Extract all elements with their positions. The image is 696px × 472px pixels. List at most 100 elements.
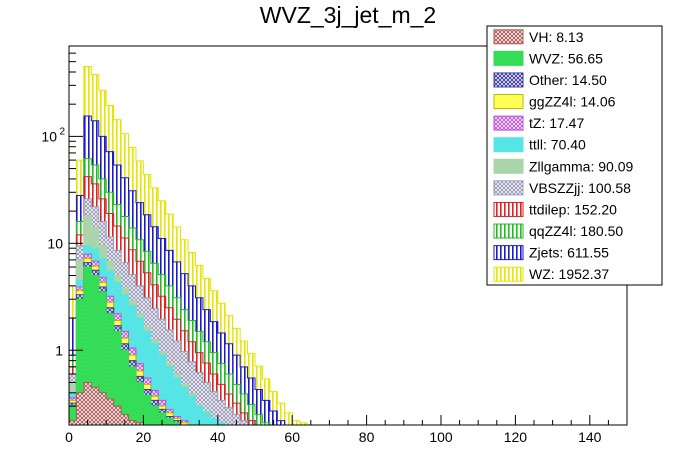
bar-VH-1 <box>69 420 77 425</box>
bar-WZ-57 <box>277 403 285 425</box>
legend-swatch <box>493 223 524 239</box>
bar-ttll-27 <box>165 366 174 425</box>
bar-VBSZZjj-37 <box>202 382 211 425</box>
legend-label: Zjets: 611.55 <box>529 245 609 261</box>
legend-label: WZ: 1952.37 <box>529 266 609 282</box>
outline-WZ <box>68 66 315 426</box>
bar-ttll-29 <box>173 378 181 425</box>
legend-entry-ttdilep: ttdilep: 152.20 <box>493 201 617 217</box>
bar-WVZ-9 <box>98 292 107 425</box>
bar-ttll-37 <box>202 412 211 425</box>
bar-WVZ-23 <box>150 406 159 425</box>
outline-ttdilep <box>68 176 315 426</box>
x-tick-label: 120 <box>504 429 528 445</box>
outline-Zjets <box>68 115 315 426</box>
legend-swatch <box>493 266 524 282</box>
y-tick-exponent: 2 <box>59 126 65 137</box>
bar-VBSZZjj-41 <box>217 400 226 425</box>
bar-VH-17 <box>128 420 136 425</box>
bar-VBSZZjj-45 <box>232 414 241 425</box>
bar-WVZ-1 <box>69 406 77 425</box>
bar-ttll-35 <box>195 406 203 425</box>
x-tick-label: 0 <box>65 429 73 445</box>
bar-WZ-59 <box>284 412 293 425</box>
bar-VBSZZjj-35 <box>195 372 203 425</box>
bar-WVZ-29 <box>173 422 181 425</box>
x-tick-label: 140 <box>578 429 602 445</box>
legend-swatch <box>493 245 524 261</box>
bar-VH-5 <box>83 382 92 425</box>
chart-title: WVZ_3j_jet_m_2 <box>259 2 437 28</box>
bar-ttdilep-45 <box>232 403 241 425</box>
legend-entry-ttll: ttll: 70.40 <box>493 137 586 153</box>
legend-entry-Zllgamma: Zllgamma: 90.09 <box>493 158 633 174</box>
bar-Zjets-49 <box>247 378 255 425</box>
outline-qqZZ4l <box>68 158 315 426</box>
series-WVZ <box>68 266 315 426</box>
bar-WVZ-19 <box>135 382 144 425</box>
bar-qqZZ4l-53 <box>262 422 270 425</box>
legend-label: WVZ: 56.65 <box>529 50 603 66</box>
bar-VH-3 <box>76 392 84 425</box>
bar-WVZ-17 <box>128 366 136 425</box>
legend-swatch <box>493 94 524 110</box>
legend-swatch <box>493 180 524 196</box>
legend-swatch <box>493 29 524 45</box>
bar-Zjets-53 <box>262 400 270 425</box>
legend-entry-WZ: WZ: 1952.37 <box>493 266 609 282</box>
bar-ttdilep-47 <box>240 412 248 425</box>
bar-Zjets-57 <box>277 420 285 425</box>
legend: VH: 8.13 WVZ: 56.65 Other: 14.50 ggZZ4l: 14… <box>486 25 663 286</box>
bar-qqZZ4l-47 <box>240 393 248 425</box>
bar-qqZZ4l-49 <box>247 404 255 425</box>
legend-label: VBSZZjj: 100.58 <box>529 180 631 196</box>
bar-Zjets-51 <box>255 389 263 425</box>
legend-label: qqZZ4l: 180.50 <box>529 223 623 239</box>
bar-WVZ-5 <box>83 267 92 425</box>
bar-VH-11 <box>106 399 114 425</box>
legend-entry-ggZZ4l: ggZZ4l: 14.06 <box>493 94 616 110</box>
bar-WVZ-11 <box>106 313 114 425</box>
bar-ttll-39 <box>210 418 218 425</box>
legend-entry-tZ: tZ: 17.47 <box>493 115 584 131</box>
legend-entry-Zjets: Zjets: 611.55 <box>493 245 609 261</box>
legend-swatch <box>493 158 524 174</box>
legend-label: ggZZ4l: 14.06 <box>529 94 616 110</box>
bar-VH-15 <box>121 414 129 425</box>
bar-WZ-61 <box>292 420 300 425</box>
x-tick-label: 80 <box>359 429 375 445</box>
histogram-stack <box>68 66 315 426</box>
x-tick-label: 20 <box>136 429 152 445</box>
legend-swatch <box>493 50 524 66</box>
legend-label: tZ: 17.47 <box>529 115 584 131</box>
bar-ggZZ4l-31 <box>180 422 189 425</box>
x-tick-label: 100 <box>429 429 453 445</box>
bar-ttll-25 <box>158 355 166 425</box>
legend-label: Other: 14.50 <box>529 72 607 88</box>
outline-VBSZZjj <box>68 198 315 426</box>
legend-entry-qqZZ4l: qqZZ4l: 180.50 <box>493 223 623 239</box>
x-tick-label: 40 <box>210 429 226 445</box>
legend-label: ttll: 70.40 <box>529 137 586 153</box>
y-tick-label: 10 <box>41 128 57 144</box>
bar-WVZ-21 <box>143 395 151 425</box>
bar-qqZZ4l-51 <box>255 414 263 425</box>
y-tick-label: 1 <box>55 342 63 358</box>
bar-ttll-23 <box>150 343 159 425</box>
legend-swatch <box>493 72 524 88</box>
bar-WZ-63 <box>299 422 308 425</box>
x-tick-label: 60 <box>284 429 300 445</box>
bar-ttll-31 <box>180 387 189 425</box>
legend-entry-VH: VH: 8.13 <box>493 29 584 45</box>
bar-WVZ-7 <box>91 275 99 425</box>
bar-VBSZZjj-39 <box>210 391 218 425</box>
legend-entry-WVZ: WVZ: 56.65 <box>493 50 603 66</box>
bar-ttdilep-49 <box>247 420 255 425</box>
bar-VBSZZjj-43 <box>225 407 233 425</box>
bar-ttll-41 <box>217 422 226 425</box>
bar-Zjets-55 <box>269 411 278 425</box>
legend-entry-VBSZZjj: VBSZZjj: 100.58 <box>493 180 631 196</box>
bar-ttll-33 <box>188 396 196 425</box>
legend-box <box>486 25 663 286</box>
